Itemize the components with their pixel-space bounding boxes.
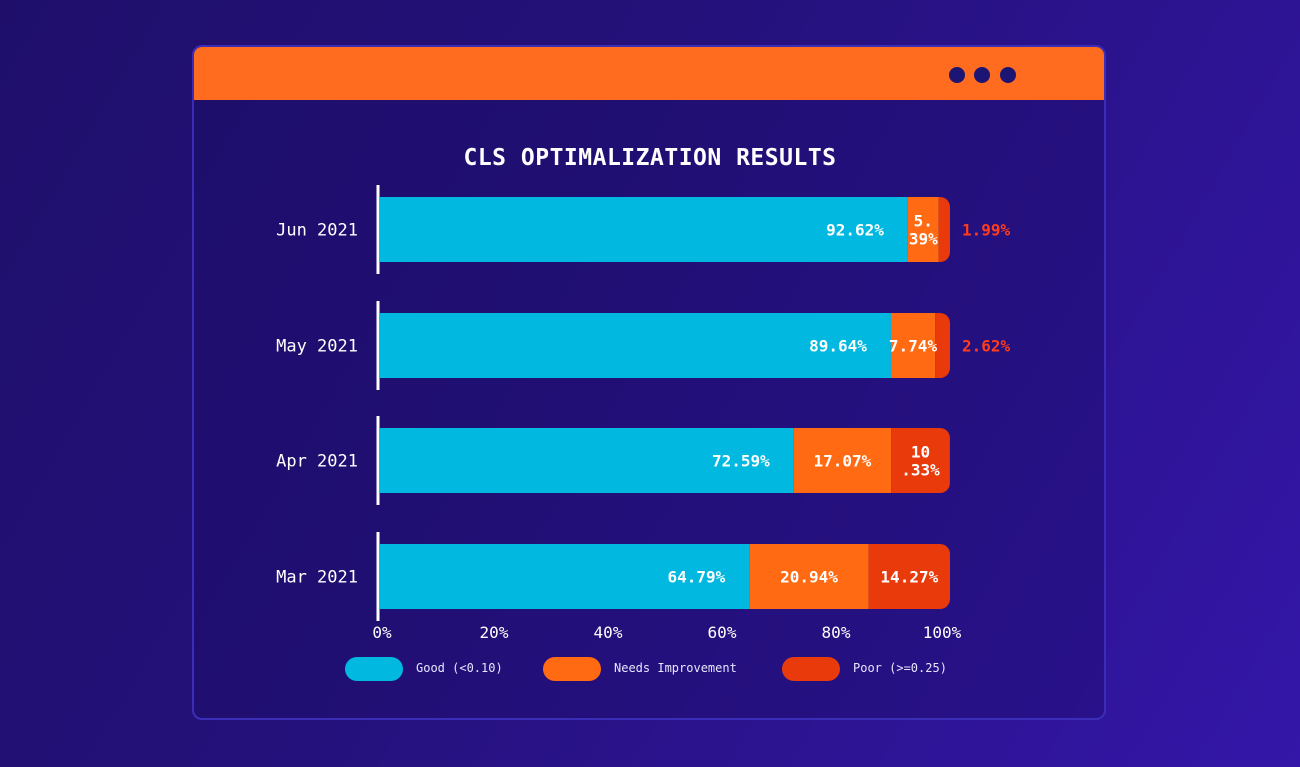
data-label: 14.27% [880,568,938,587]
legend-label: Good (<0.10) [416,661,503,675]
data-label: 7.74% [889,337,938,356]
category-label: May 2021 [276,337,358,357]
data-label: 20.94% [780,568,838,587]
x-tick-label: 40% [594,623,623,642]
bar-segment [891,428,950,493]
bar-segment [938,197,950,262]
x-tick-label: 20% [480,623,509,642]
bar-segment [907,197,939,262]
x-tick-label: 60% [708,623,737,642]
data-label: 89.64% [809,337,867,356]
bar-segment [380,428,794,493]
data-label: 1.99% [962,221,1011,240]
x-tick-label: 100% [923,623,962,642]
bar-segment [890,313,936,378]
bar-segment [793,428,892,493]
data-label: 64.79% [668,568,726,587]
legend-swatch [543,657,601,681]
window-control-dot-icon[interactable] [974,67,990,83]
data-label: 10.33% [901,443,940,480]
window-control-dot-icon[interactable] [949,67,965,83]
data-label: 72.59% [712,452,770,471]
data-label: 2.62% [962,337,1011,356]
category-label: Jun 2021 [276,221,358,241]
bar-segment [868,544,950,609]
bar-segment [749,544,869,609]
bar-segment [935,313,950,378]
legend-label: Needs Improvement [614,661,737,675]
legend-swatch [782,657,840,681]
window-titlebar [194,47,1104,100]
bar-segment [380,544,750,609]
bar-segment [380,197,908,262]
category-label: Apr 2021 [276,452,358,472]
legend-swatch [345,657,403,681]
chart-title: CLS OPTIMALIZATION RESULTS [463,145,837,171]
legend-label: Poor (>=0.25) [853,661,947,675]
x-tick-label: 0% [372,623,392,642]
data-label: 17.07% [814,452,872,471]
x-tick-label: 80% [822,623,851,642]
bar-segment [380,313,891,378]
category-label: Mar 2021 [276,568,358,588]
data-label: 5. 39% [909,212,938,249]
data-label: 92.62% [826,221,884,240]
window-control-dot-icon[interactable] [1000,67,1016,83]
